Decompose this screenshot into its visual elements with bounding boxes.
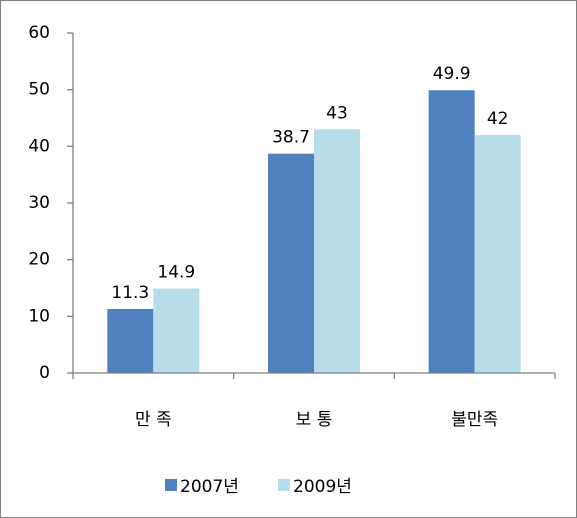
bar (428, 90, 475, 373)
bar (107, 308, 154, 373)
legend-swatch (278, 479, 290, 491)
y-tick-label: 20 (28, 250, 50, 270)
x-tick-label: 불만족 (451, 410, 498, 430)
data-label: 43 (326, 103, 348, 123)
data-label: 14.9 (157, 263, 195, 283)
y-tick-label: 30 (28, 193, 50, 213)
legend-label: 2009년 (293, 477, 352, 497)
legend-swatch (165, 479, 177, 491)
y-tick-label: 60 (28, 23, 50, 43)
bar (314, 129, 360, 373)
data-label: 11.3 (111, 283, 149, 303)
bar (474, 135, 521, 373)
bar (153, 288, 200, 373)
y-tick-label: 10 (28, 306, 50, 326)
x-tick-label: 만 족 (135, 410, 172, 430)
bar (268, 153, 314, 373)
y-tick-label: 40 (28, 136, 50, 156)
data-label: 49.9 (433, 64, 471, 84)
legend-label: 2007년 (180, 477, 239, 497)
data-label: 42 (487, 109, 509, 129)
data-label: 38.7 (272, 128, 310, 148)
y-tick-label: 0 (39, 363, 50, 383)
y-tick-label: 50 (28, 80, 50, 100)
x-tick-label: 보 통 (296, 410, 333, 430)
